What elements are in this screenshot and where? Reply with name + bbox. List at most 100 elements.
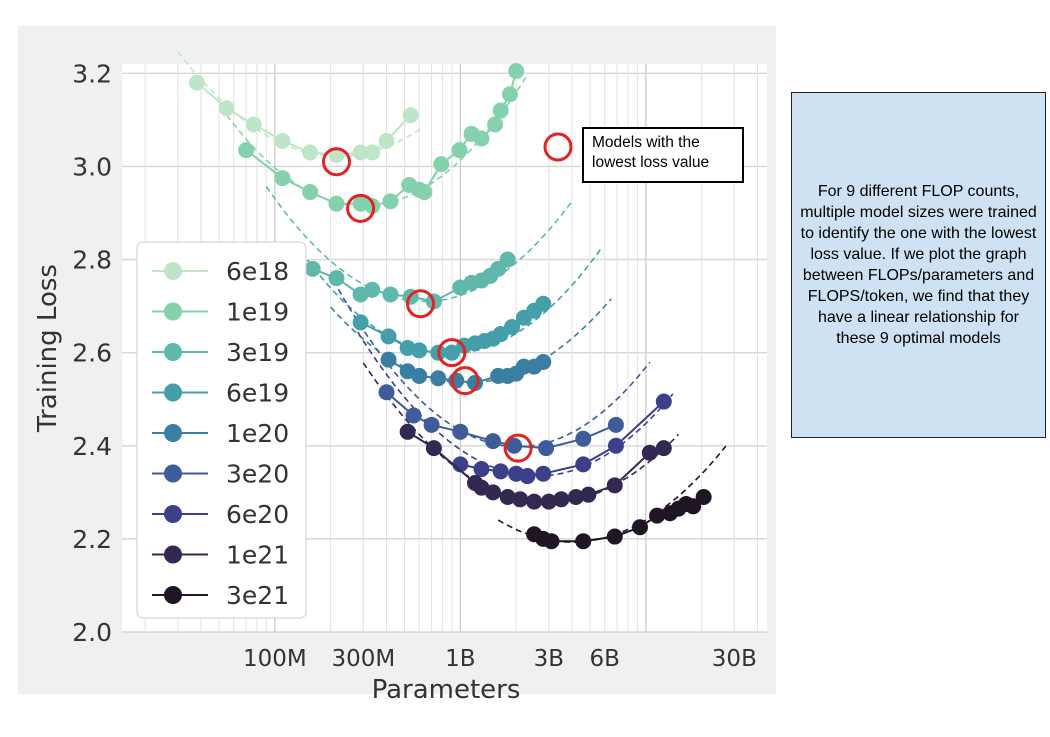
legend-marker	[164, 586, 182, 604]
data-point	[302, 184, 319, 201]
y-tick-label: 2.8	[72, 246, 112, 275]
legend-item-3e21: 3e21	[152, 581, 289, 610]
legend-item-6e20: 6e20	[152, 500, 289, 529]
y-tick-label: 3.2	[72, 59, 112, 88]
data-point	[543, 533, 560, 550]
legend-item-3e19: 3e19	[152, 338, 289, 367]
legend-item-1e21: 1e21	[152, 541, 289, 570]
data-point	[641, 444, 658, 461]
x-tick-labels: 100M 300M 1B 3B 6B 30B	[243, 646, 757, 672]
data-point	[655, 440, 672, 457]
explanation-text: For 9 different FLOP counts, multiple mo…	[800, 183, 1037, 347]
data-point	[504, 319, 521, 336]
series-3e21	[526, 488, 712, 550]
series-1e19	[238, 62, 525, 214]
x-tick-label: 100M	[243, 646, 307, 672]
data-point	[606, 528, 623, 545]
series-1e21	[399, 423, 672, 510]
legend-item-1e20: 1e20	[152, 419, 289, 448]
data-point	[452, 423, 469, 440]
data-point	[506, 437, 523, 454]
data-point	[304, 260, 321, 277]
data-point	[473, 130, 490, 147]
data-point	[188, 74, 205, 91]
data-point	[575, 430, 592, 447]
data-point	[416, 184, 433, 201]
data-point	[499, 488, 516, 505]
optimal-model-highlights	[322, 147, 533, 463]
data-point	[364, 144, 381, 161]
data-point	[328, 195, 345, 212]
data-point	[575, 456, 592, 473]
data-point	[553, 491, 570, 508]
data-point	[526, 493, 543, 510]
series-line-6e18	[196, 81, 412, 156]
data-point	[382, 286, 399, 303]
series-3e20	[378, 384, 624, 457]
legend-marker	[164, 343, 182, 361]
legend-label: 3e19	[226, 338, 289, 367]
series-6e18	[188, 74, 419, 163]
x-tick-label: 6B	[589, 646, 619, 672]
y-tick-label: 2.4	[72, 432, 112, 461]
data-series	[188, 62, 712, 550]
data-point	[218, 100, 235, 117]
data-point	[473, 461, 490, 478]
optimum-highlight-circle	[406, 289, 436, 319]
data-point	[580, 486, 597, 503]
data-point	[378, 384, 395, 401]
data-point	[501, 86, 518, 103]
x-axis-label: Parameters	[372, 675, 521, 705]
data-point	[382, 193, 399, 210]
y-tick-label: 2.2	[72, 525, 112, 554]
legend-marker	[164, 505, 182, 523]
legend-item-6e18: 6e18	[152, 257, 289, 286]
data-point	[328, 270, 345, 287]
legend-marker	[164, 383, 182, 402]
optimum-highlight-circle	[346, 193, 376, 223]
data-point	[606, 477, 623, 494]
optimum-highlight-circle	[450, 366, 480, 396]
data-point	[484, 433, 501, 450]
data-point	[695, 488, 712, 505]
legend-label: 1e20	[226, 419, 289, 448]
x-tick-label: 30B	[712, 646, 757, 672]
data-point	[352, 314, 369, 331]
data-point	[540, 493, 557, 510]
series-6e20	[452, 393, 672, 485]
legend-label: 6e20	[226, 500, 289, 529]
data-point	[399, 423, 416, 440]
data-point	[378, 132, 395, 149]
data-point	[411, 342, 428, 359]
data-point	[512, 491, 529, 508]
data-point	[535, 353, 552, 370]
legend-label: 1e19	[226, 298, 289, 327]
legend-item-6e19: 6e19	[152, 379, 289, 408]
data-point	[575, 533, 592, 550]
data-point	[423, 416, 440, 433]
data-point	[380, 351, 397, 368]
explanation-note: For 9 different FLOP counts, multiple mo…	[791, 92, 1046, 438]
data-point	[430, 370, 447, 387]
data-point	[364, 281, 381, 298]
y-tick-label: 3.0	[72, 152, 112, 181]
data-point	[405, 407, 422, 424]
data-point	[492, 463, 509, 480]
legend-label: 3e20	[226, 460, 289, 489]
data-point	[649, 507, 666, 524]
data-point	[492, 102, 509, 119]
fit-curve-6e18	[177, 51, 423, 157]
data-point	[535, 295, 552, 312]
data-point	[631, 519, 648, 536]
annotation-text: Models with the lowest loss value	[592, 134, 710, 171]
fit-curve-3e19	[265, 186, 573, 303]
data-point	[484, 484, 501, 501]
data-point	[425, 440, 442, 457]
legend-item-3e20: 3e20	[152, 460, 289, 489]
data-point	[535, 465, 552, 482]
y-tick-labels: 2.0 2.2 2.4 2.6 2.8 3.0 3.2	[72, 59, 112, 647]
data-point	[655, 393, 672, 410]
legend-frame	[136, 241, 307, 619]
data-point	[607, 416, 624, 433]
data-point	[352, 144, 369, 161]
